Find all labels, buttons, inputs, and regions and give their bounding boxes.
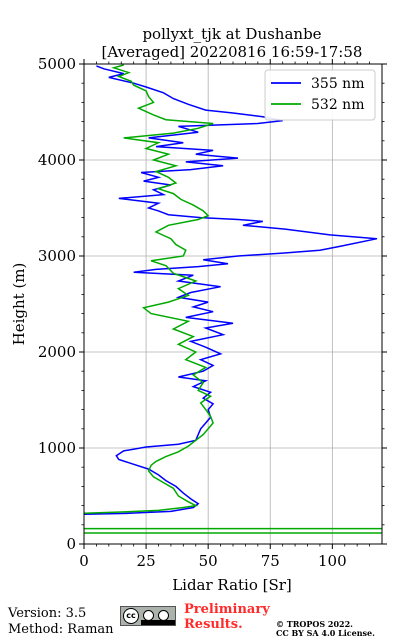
y-tick-label: 3000 <box>38 247 76 265</box>
series-layer <box>83 64 382 534</box>
plot-frame <box>83 63 383 545</box>
lidar-ratio-chart: pollyxt_tjk at Dushanbe [Averaged] 20220… <box>10 25 387 594</box>
series-line-0 <box>83 65 378 515</box>
y-axis-label: Height (m) <box>10 263 28 346</box>
legend-label-1: 532 nm <box>311 97 364 113</box>
y-tick-label: 2000 <box>38 343 76 361</box>
copyright-line2: CC BY SA 4.0 License. <box>276 628 375 638</box>
version-text: Version: 3.5 <box>8 606 87 621</box>
preliminary-line1: Preliminary <box>184 602 270 617</box>
legend-label-0: 355 nm <box>311 76 364 92</box>
x-axis-label: Lidar Ratio [Sr] <box>172 576 292 594</box>
x-tick-label: 0 <box>79 552 89 570</box>
badge-bar <box>141 620 175 625</box>
y-tick-label: 5000 <box>38 55 76 73</box>
chart-title-line2: [Averaged] 20220816 16:59-17:58 <box>102 43 363 61</box>
y-tick-label: 4000 <box>38 151 76 169</box>
copyright-line1: © TROPOS 2022. <box>276 619 353 629</box>
x-tick-label: 25 <box>137 552 156 570</box>
series-line-1 <box>83 64 214 515</box>
x-tick-label: 50 <box>199 552 218 570</box>
method-text: Method: Raman <box>8 622 114 637</box>
grid <box>83 63 382 545</box>
cc-license-badge: cc <box>120 606 176 626</box>
copyright-text: © TROPOS 2022. CC BY SA 4.0 License. <box>276 620 375 638</box>
preliminary-line2: Results. <box>184 617 243 632</box>
x-tick-label: 100 <box>318 552 347 570</box>
y-tick-label: 0 <box>66 535 76 553</box>
y-tick-label: 1000 <box>38 439 76 457</box>
x-tick-label: 75 <box>261 552 280 570</box>
chart-title-line1: pollyxt_tjk at Dushanbe <box>142 25 321 43</box>
preliminary-results-label: Preliminary Results. <box>184 602 270 632</box>
cc-icon: cc <box>123 608 139 624</box>
legend: 355 nm 532 nm <box>264 69 376 121</box>
